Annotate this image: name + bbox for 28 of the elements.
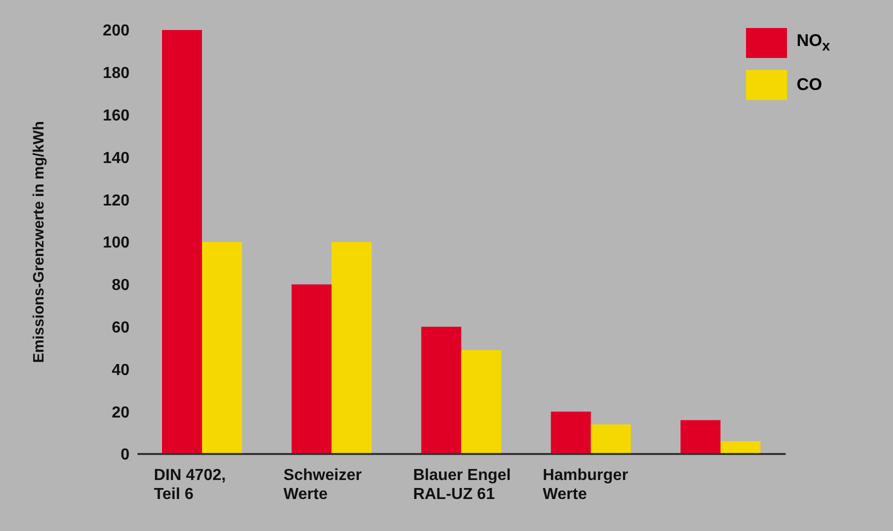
- x-tick-label: Blauer Engel RAL-UZ 61: [413, 467, 511, 503]
- bar: [720, 441, 760, 454]
- y-tick-label: 0: [120, 446, 130, 464]
- y-tick-label: 160: [102, 107, 130, 124]
- y-tick-label: 80: [112, 277, 130, 294]
- bar: [292, 284, 332, 454]
- bar: [332, 242, 372, 454]
- y-axis-title: Emissions-Grenzwerte in mg/kWh: [30, 121, 48, 363]
- bar: [162, 30, 202, 454]
- y-tick-label: 100: [102, 234, 130, 252]
- bar: [590, 424, 631, 454]
- bar: [550, 412, 591, 454]
- x-tick-label: Schweizer Werte: [283, 467, 362, 503]
- y-tick-label: 120: [102, 192, 130, 210]
- bar: [680, 420, 720, 454]
- y-tick-label: 20: [112, 404, 130, 422]
- legend-label: NO$_{x}$: [796, 31, 830, 55]
- y-tick-label: 40: [112, 362, 130, 379]
- bar: [202, 242, 242, 454]
- y-tick-label: 200: [102, 22, 130, 40]
- x-tick-label: Hamburger Werte: [542, 467, 628, 503]
- y-tick-label: 140: [102, 150, 130, 167]
- bar: [421, 326, 462, 454]
- legend-label: CO: [796, 75, 822, 95]
- y-tick-label: 60: [112, 319, 130, 336]
- y-tick-label: 180: [102, 65, 130, 82]
- bar: [461, 350, 502, 454]
- x-tick-label: DIN 4702, Teil 6: [154, 467, 226, 503]
